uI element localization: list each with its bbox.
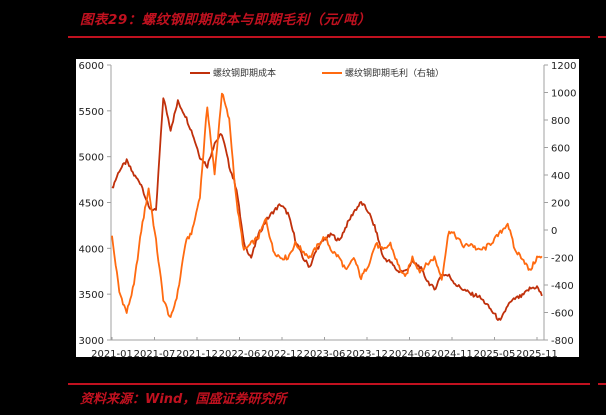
series-margin-line: [111, 92, 543, 318]
right-tick-label: 600: [551, 144, 570, 155]
left-tick-label: 4500: [79, 199, 104, 210]
x-tick-label: 2024-06: [389, 349, 431, 360]
x-tick-label: 2021-01: [91, 349, 133, 360]
chart-panel: [76, 59, 579, 357]
right-tick-label: -400: [551, 281, 574, 292]
right-tick-label: -200: [551, 254, 574, 265]
right-tick-label: 1200: [551, 61, 576, 72]
source-divider-tail: [598, 383, 606, 385]
right-tick-label: 800: [551, 116, 570, 127]
left-tick-label: 6000: [79, 61, 104, 72]
right-tick-label: -800: [551, 336, 574, 347]
x-tick-label: 2024-11: [431, 349, 473, 360]
source-divider: [68, 383, 590, 385]
x-tick-label: 2023-12: [346, 349, 388, 360]
chart-axes: 6000550050004500400035003000120010008006…: [79, 61, 577, 360]
legend-label-margin: 螺纹钢即期毛利（右轴）: [345, 67, 444, 79]
right-tick-label: 200: [551, 199, 570, 210]
right-tick-label: 1000: [551, 89, 576, 100]
x-tick-label: 2025-11: [516, 349, 558, 360]
right-tick-label: 400: [551, 171, 570, 182]
title-divider: [68, 36, 590, 38]
x-tick-label: 2025-05: [474, 349, 516, 360]
left-tick-label: 3000: [79, 336, 104, 347]
x-tick-label: 2021-12: [176, 349, 218, 360]
source-note: 资料来源：Wind，国盛证券研究所: [80, 392, 287, 407]
x-tick-label: 2022-06: [219, 349, 261, 360]
chart-legend: 螺纹钢即期成本 螺纹钢即期毛利（右轴）: [190, 67, 444, 79]
chart-lines: [111, 92, 543, 322]
x-tick-label: 2023-06: [304, 349, 346, 360]
x-tick-label: 2021-07: [134, 349, 176, 360]
series-cost-line: [111, 97, 543, 322]
left-tick-label: 3500: [79, 290, 104, 301]
legend-label-cost: 螺纹钢即期成本: [213, 67, 276, 79]
chart-title: 图表29：螺纹钢即期成本与即期毛利（元/吨）: [80, 12, 372, 28]
left-tick-label: 4000: [79, 244, 104, 255]
right-tick-label: -600: [551, 309, 574, 320]
left-tick-label: 5000: [79, 153, 104, 164]
right-tick-label: 0: [551, 226, 557, 237]
x-tick-label: 2022-12: [261, 349, 303, 360]
left-tick-label: 5500: [79, 107, 104, 118]
title-divider-tail: [598, 36, 606, 38]
